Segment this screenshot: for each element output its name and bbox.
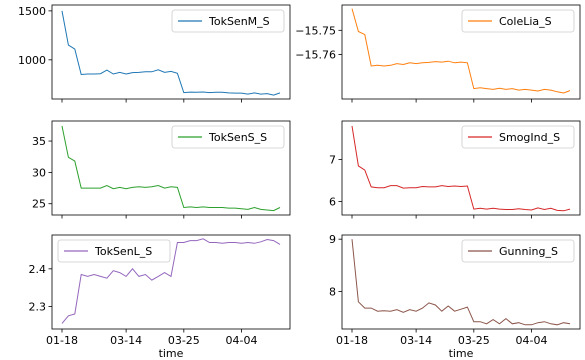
x-tick-label: 04-04 xyxy=(226,334,258,347)
legend-label: TokSenL_S xyxy=(94,245,152,258)
y-tick-label: 9 xyxy=(329,233,336,246)
y-tick-label: 2.3 xyxy=(29,300,47,313)
x-tick-label: 03-25 xyxy=(168,334,200,347)
legend-box xyxy=(171,9,285,33)
y-tick-label: 1500 xyxy=(18,5,46,18)
x-tick-label: 03-14 xyxy=(400,334,432,347)
x-tick-label: 03-25 xyxy=(458,334,490,347)
legend: TokSenS_S xyxy=(171,125,285,149)
legend-box xyxy=(171,125,285,149)
legend: TokSenL_S xyxy=(57,239,171,263)
y-tick-label: 7 xyxy=(329,154,336,167)
legend-label: SmogInd_S xyxy=(499,131,560,144)
y-tick-label: 2.4 xyxy=(29,263,47,276)
axes-frame xyxy=(341,120,581,216)
legend-box xyxy=(57,239,171,263)
axes-frame xyxy=(51,234,291,330)
y-tick-label: −15.75 xyxy=(295,24,336,37)
subplot-1: 1000 1500 TokSenM_S xyxy=(18,4,291,103)
x-tick-label: 03-14 xyxy=(110,334,142,347)
x-tick-label: 01-18 xyxy=(46,334,78,347)
series-line xyxy=(61,125,281,212)
legend: Gunning_S xyxy=(461,239,575,263)
x-tick-label: 04-04 xyxy=(516,334,548,347)
series-line xyxy=(61,238,281,324)
legend-box xyxy=(461,9,575,33)
y-tick-label: −15.76 xyxy=(295,48,336,61)
y-tick-label: 35 xyxy=(32,135,46,148)
legend-label: ColeLia_S xyxy=(499,15,552,28)
legend-box xyxy=(461,125,575,149)
axes-frame xyxy=(51,4,291,100)
legend: SmogInd_S xyxy=(461,125,575,149)
legend-label: TokSenM_S xyxy=(208,15,270,28)
axes-frame xyxy=(341,4,581,100)
y-tick-label: 6 xyxy=(329,196,336,209)
y-tick-label: 30 xyxy=(32,166,46,179)
y-tick-label: 25 xyxy=(32,198,46,211)
series-line xyxy=(351,8,571,94)
axes-frame xyxy=(51,120,291,216)
axes-frame xyxy=(341,234,581,330)
legend-label: Gunning_S xyxy=(499,245,558,258)
subplot-2: −15.75 −15.76 ColeLia_S xyxy=(295,4,581,103)
x-tick-label: 01-18 xyxy=(336,334,368,347)
legend: ColeLia_S xyxy=(461,9,575,33)
y-tick-label: 8 xyxy=(329,285,336,298)
legend-box xyxy=(461,239,575,263)
series-line xyxy=(61,10,281,96)
x-axis-title: time xyxy=(449,347,474,360)
series-line xyxy=(351,239,571,326)
subplot-4: 6 7 SmogInd_S xyxy=(329,120,581,219)
y-tick-label: 1000 xyxy=(18,54,46,67)
subplot-6: 8 9 01-18 03-14 03-25 04-04 time Gunning_S xyxy=(329,233,581,360)
series-line xyxy=(351,125,571,212)
x-axis-title: time xyxy=(159,347,184,360)
subplot-3: 25 30 35 TokSenS_S xyxy=(32,120,291,219)
legend-label: TokSenS_S xyxy=(208,131,267,144)
subplot-5: 2.3 2.4 01-18 03-14 03-25 04-04 time TokSenL_S xyxy=(29,234,291,360)
legend: TokSenM_S xyxy=(171,9,285,33)
